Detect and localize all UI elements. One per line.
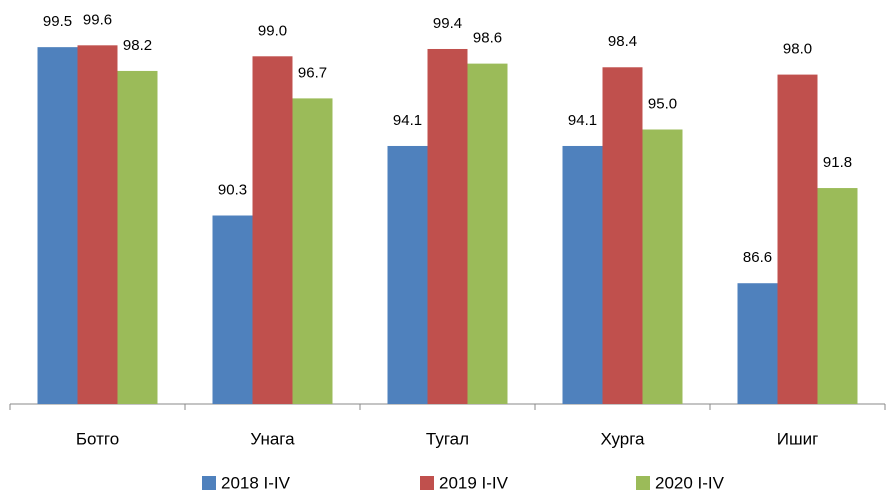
bar [562,145,603,404]
data-label: 95.0 [648,95,677,112]
x-tick-label: Тугал [426,429,469,448]
bar [212,215,253,404]
bar [642,129,683,404]
legend-label: 2020 I-IV [655,473,725,492]
legend-swatch [420,476,434,490]
x-tick-label: Унага [250,429,295,448]
data-label: 99.6 [83,11,112,28]
data-label: 91.8 [823,154,852,171]
bar [77,45,118,404]
bar [292,98,333,404]
bar [467,63,508,405]
data-label: 99.4 [433,15,462,32]
x-tick-label: Ботго [76,429,119,448]
bar [252,56,293,405]
bar [427,48,468,404]
x-tick-label: Хурга [600,429,645,448]
data-label: 94.1 [393,112,422,129]
data-label: 99.5 [43,13,72,30]
x-tick-label: Ишиг [777,429,819,448]
legend-swatch [202,476,216,490]
data-label: 86.6 [743,249,772,266]
bar [387,145,428,404]
data-label: 98.0 [783,41,812,58]
legend-swatch [636,476,650,490]
bar [602,67,643,404]
bar [117,70,158,404]
data-label: 96.7 [298,64,327,81]
data-label: 99.0 [258,22,287,39]
data-label: 98.6 [473,30,502,47]
bar [37,47,78,405]
data-label: 98.2 [123,37,152,54]
legend-label: 2019 I-IV [439,473,509,492]
legend-label: 2018 I-IV [221,473,291,492]
data-label: 94.1 [568,112,597,129]
bar [777,74,818,404]
data-label: 98.4 [608,33,637,50]
data-label: 90.3 [218,181,247,198]
bar [817,188,858,404]
bar [737,283,778,404]
